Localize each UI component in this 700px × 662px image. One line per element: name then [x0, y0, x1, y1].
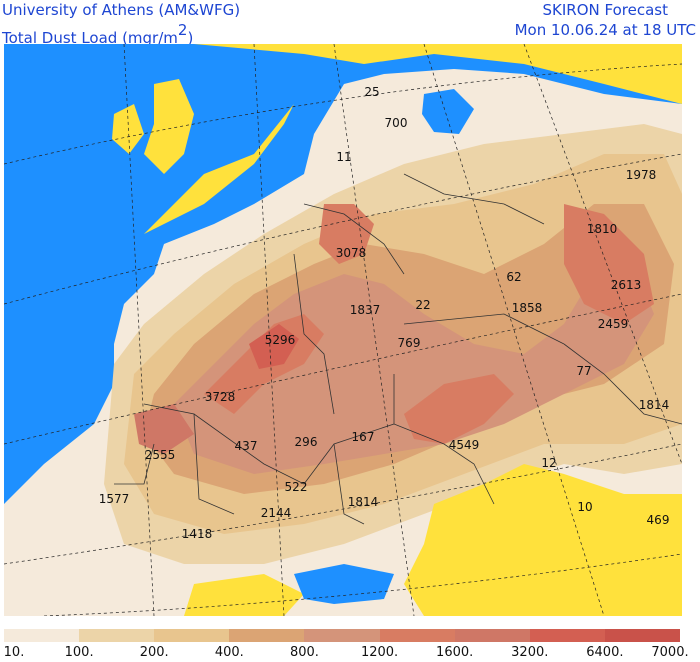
map-value-label: 1810 — [586, 222, 618, 236]
map-value-label: 1858 — [511, 301, 543, 315]
map-value-label: 22 — [415, 298, 431, 312]
legend-tick-label: 10. — [3, 645, 25, 660]
legend-swatch — [4, 629, 80, 642]
map-value-label: 1814 — [347, 495, 379, 509]
black-sea — [422, 89, 474, 134]
map-value-label: 12 — [541, 456, 557, 470]
land-yellow-south — [404, 464, 682, 616]
gulf — [294, 564, 394, 604]
map-value-label: 2459 — [597, 317, 629, 331]
valid-time-label: Mon 10.06.24 at 18 UTC — [514, 21, 696, 39]
ireland — [112, 104, 144, 154]
borders — [114, 173, 683, 525]
legend-tick-label: 7000. — [651, 645, 689, 660]
map-value-label: 10 — [577, 500, 593, 514]
map-value-label: 769 — [397, 336, 421, 350]
map-value-label: 522 — [284, 480, 308, 494]
legend-swatch — [79, 629, 155, 642]
map-value-label: 11 — [336, 150, 352, 164]
map-value-label: 167 — [351, 430, 375, 444]
legend-swatch — [304, 629, 380, 642]
map-value-label: 1577 — [98, 492, 130, 506]
map-value-label: 2613 — [610, 278, 642, 292]
map-value-label: 1978 — [625, 168, 657, 182]
legend-tick-label: 3200. — [511, 645, 549, 660]
map-value-label: 700 — [384, 116, 408, 130]
dust-band-4 — [174, 264, 654, 474]
model-label: SKIRON Forecast — [542, 1, 668, 19]
variable-label: Total Dust Load (mgr/m2) — [2, 21, 194, 47]
legend-swatch — [454, 629, 530, 642]
legend-swatch — [154, 629, 230, 642]
legend-swatch — [604, 629, 680, 642]
map-canvas — [3, 43, 683, 617]
land-yellow-north — [194, 44, 682, 104]
map-value-label: 1814 — [638, 398, 670, 412]
dust-band-8 — [564, 204, 654, 324]
legend-swatch — [529, 629, 605, 642]
legend-tick-label: 1200. — [360, 645, 399, 660]
dust-band-7 — [319, 204, 374, 264]
map-value-label: 77 — [576, 364, 592, 378]
legend-tick-label: 100. — [64, 645, 94, 660]
legend-tick-label: 6400. — [586, 645, 624, 660]
map-value-label: 2144 — [260, 506, 292, 520]
legend-ticks: 10. 100. 200. 400. 800. 1200. 1600. 3200. 6400. 7… — [0, 645, 700, 662]
map-value-label: 4549 — [448, 438, 480, 452]
dust-map: 25 700 11 1978 1810 3078 62 2613 1837 22 1858 2459 5… — [3, 43, 683, 643]
dust-band-10 — [249, 324, 299, 369]
map-value-label: 296 — [294, 435, 318, 449]
map-value-label: 2555 — [144, 448, 176, 462]
land-yellow-west — [144, 84, 304, 234]
map-value-label: 469 — [646, 513, 670, 527]
map-value-label: 3078 — [335, 246, 367, 260]
dust-band-9 — [134, 404, 194, 454]
legend-tick-label: 1600. — [436, 645, 474, 660]
map-value-label: 3728 — [204, 390, 236, 404]
map-value-label: 5296 — [264, 333, 296, 347]
legend-tick-label: 800. — [289, 645, 319, 660]
britain — [144, 79, 194, 174]
land-yellow-southwest — [184, 574, 304, 616]
map-value-label: 25 — [364, 85, 380, 99]
map-value-label: 62 — [506, 270, 522, 284]
legend-swatch — [229, 629, 305, 642]
legend-tick-label: 400. — [214, 645, 244, 660]
legend-tick-label: 200. — [139, 645, 169, 660]
map-value-label: 1837 — [349, 303, 381, 317]
header: University of Athens (AM&WFG) Total Dust… — [0, 0, 700, 47]
dust-band-6 — [404, 374, 514, 444]
map-value-label: 437 — [234, 439, 258, 453]
legend-swatch — [379, 629, 455, 642]
map-value-label: 1418 — [181, 527, 213, 541]
color-legend — [4, 629, 680, 642]
institution-label: University of Athens (AM&WFG) — [2, 1, 241, 19]
